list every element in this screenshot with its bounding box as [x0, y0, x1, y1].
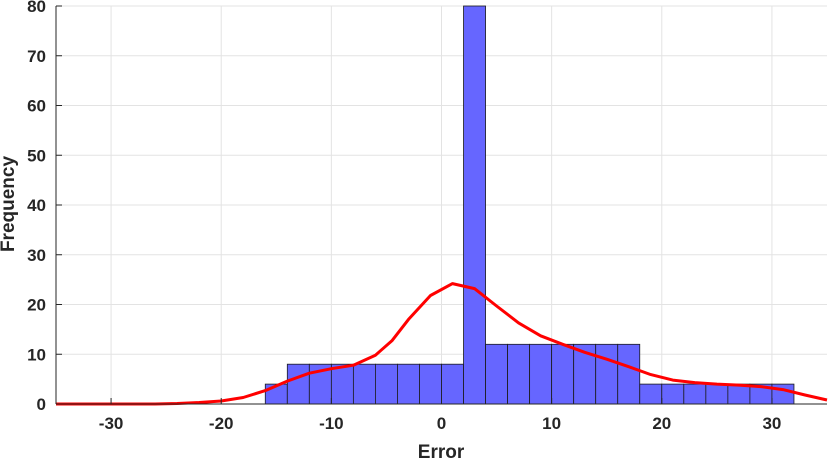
y-tick-label: 80	[27, 0, 46, 16]
histogram-bar	[463, 5, 486, 405]
histogram-bar	[639, 383, 663, 405]
x-axis-title: Error	[418, 442, 465, 462]
histogram-bar	[507, 343, 531, 405]
histogram-bar	[375, 363, 398, 405]
x-tick-label: -30	[99, 414, 124, 433]
fit-curve-line	[56, 282, 828, 406]
histogram-bar	[705, 383, 729, 405]
x-tick-label: -10	[319, 414, 344, 433]
density-curve	[56, 282, 828, 406]
axes	[55, 5, 827, 405]
histogram-bar	[661, 383, 685, 405]
y-tick-label: 10	[27, 345, 46, 364]
y-tick-label: 0	[37, 395, 46, 414]
x-tick-label: -20	[209, 414, 234, 433]
histogram-bar	[397, 363, 420, 405]
y-tick-label: 50	[27, 146, 46, 165]
histogram-bar	[617, 343, 641, 405]
y-tick-label: 40	[27, 196, 46, 215]
histogram-bar	[683, 383, 707, 405]
y-tick-label: 30	[27, 246, 46, 265]
x-tick-label: 0	[437, 414, 446, 433]
histogram-bar	[485, 343, 508, 405]
tick-labels: -30 -20 -10 0 10 20 30 0 10 20 30 40 50 60 70 80	[27, 0, 781, 433]
histogram-bar	[286, 363, 310, 405]
histogram-bar	[419, 363, 442, 405]
histogram-bar	[551, 343, 575, 405]
histogram-bars	[264, 5, 795, 405]
histogram-bar	[330, 363, 354, 405]
x-tick-label: 20	[652, 414, 671, 433]
y-axis-title: Frequency	[0, 156, 19, 253]
histogram-bar	[352, 363, 376, 405]
y-tick-label: 60	[27, 97, 46, 116]
histogram-bar	[441, 363, 464, 405]
y-tick-label: 70	[27, 47, 46, 66]
grid	[56, 5, 827, 405]
y-tick-label: 20	[27, 296, 46, 315]
histogram-bar	[529, 343, 553, 405]
x-tick-label: 10	[542, 414, 561, 433]
histogram-bar	[595, 343, 619, 405]
x-tick-label: 30	[762, 414, 781, 433]
